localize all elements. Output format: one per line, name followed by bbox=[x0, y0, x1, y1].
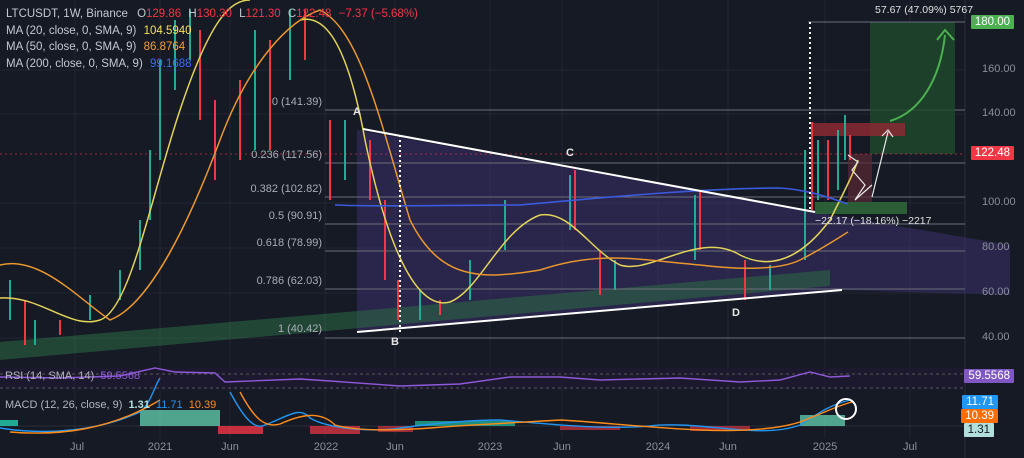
ma20-line bbox=[0, 0, 859, 323]
rsi-value-tag: 59.5568 bbox=[964, 369, 1014, 383]
chart-legend: LTCUSDT, 1W, Binance O129.86 H130.30 L12… bbox=[6, 6, 418, 72]
ma200-value: 99.1688 bbox=[149, 57, 192, 70]
ma50-legend[interactable]: MA (50, close, 0, SMA, 9) 86.8764 bbox=[6, 41, 186, 53]
ma50-value: 86.8764 bbox=[143, 41, 186, 53]
downside-measure: −22.17 (−18.16%) −2217 bbox=[815, 215, 932, 227]
upside-measure: 57.67 (47.09%) 5767 bbox=[875, 4, 974, 16]
point-b-label: B bbox=[391, 336, 399, 348]
time-tick: 2022 bbox=[313, 441, 339, 453]
highlight-circle-icon bbox=[835, 398, 857, 420]
triangle-zone bbox=[357, 130, 1010, 332]
resistance-trendline[interactable] bbox=[362, 128, 816, 213]
support-band bbox=[0, 270, 830, 360]
fib-label-0786: 0.786 (62.03) bbox=[256, 275, 322, 287]
rsi-band bbox=[0, 368, 965, 390]
close-value: 122.48 bbox=[296, 8, 332, 20]
time-tick: 2023 bbox=[477, 441, 503, 453]
macd-hist-value: 1.31 bbox=[128, 399, 150, 411]
current-price-tag: 122.48 bbox=[970, 146, 1014, 160]
fib-label-0382: 0.382 (102.82) bbox=[250, 183, 322, 195]
price-tick: 100.00 bbox=[982, 196, 1016, 208]
time-tick: Jun bbox=[719, 441, 737, 453]
signal-value: 10.39 bbox=[188, 399, 217, 411]
target-arrow bbox=[889, 34, 946, 122]
ma200-legend[interactable]: MA (200, close, 0, SMA, 9) 99.1688 bbox=[6, 57, 192, 70]
price-tick: 40.00 bbox=[982, 331, 1010, 343]
symbol-label: LTCUSDT, 1W, Binance bbox=[6, 8, 128, 20]
symbol-row[interactable]: LTCUSDT, 1W, Binance O129.86 H130.30 L12… bbox=[6, 8, 418, 20]
high-value: 130.30 bbox=[196, 8, 232, 20]
open-value: 129.86 bbox=[146, 8, 182, 20]
macd-value-tag: 11.71 bbox=[962, 395, 998, 409]
fib-label-0236: 0.236 (117.56) bbox=[251, 149, 322, 161]
candles bbox=[9, 10, 851, 345]
pullback-box bbox=[848, 154, 872, 202]
time-tick: Jul bbox=[902, 441, 918, 453]
point-a-label: A bbox=[353, 106, 361, 118]
projection-arrow bbox=[871, 131, 889, 198]
support-trendline[interactable] bbox=[356, 289, 843, 333]
signal-value-tag: 10.39 bbox=[961, 409, 998, 423]
time-tick: 2021 bbox=[147, 441, 173, 453]
projection-zigzag bbox=[847, 154, 873, 201]
time-tick: 2025 bbox=[812, 441, 838, 453]
support-box bbox=[815, 202, 907, 214]
ma50-line bbox=[0, 9, 849, 321]
ma20-legend[interactable]: MA (20, close, 0, SMA, 9) 104.5940 bbox=[6, 24, 192, 37]
target-arrow-head-icon bbox=[936, 28, 955, 41]
ma20-value: 104.5940 bbox=[143, 24, 192, 37]
fib-label-0: 0 (141.39) bbox=[271, 96, 322, 108]
rsi-value: 59.5568 bbox=[100, 370, 141, 382]
point-d-label: D bbox=[732, 307, 740, 319]
fib-label-0618: 0.618 (78.99) bbox=[256, 237, 322, 249]
price-tick: 140.00 bbox=[982, 107, 1016, 119]
ma200-line bbox=[334, 187, 849, 207]
signal-line bbox=[9, 391, 853, 434]
time-tick: Jun bbox=[386, 441, 404, 453]
resistance-box bbox=[813, 123, 905, 136]
price-tick: 80.00 bbox=[982, 241, 1010, 253]
arrow-head-icon bbox=[881, 129, 894, 138]
macd-value: 11.71 bbox=[155, 399, 183, 411]
price-tick: 160.00 bbox=[982, 63, 1016, 75]
change-value: −7.37 (−5.68%) bbox=[338, 8, 418, 20]
low-value: 121.30 bbox=[245, 8, 281, 20]
price-tick: 60.00 bbox=[982, 286, 1010, 298]
time-tick: Jun bbox=[553, 441, 571, 453]
target-price-tag: 180.00 bbox=[970, 15, 1014, 29]
rsi-line bbox=[0, 367, 851, 387]
time-tick: 2024 bbox=[645, 441, 671, 453]
fib-label-1: 1 (40.42) bbox=[277, 323, 322, 335]
rsi-legend[interactable]: RSI (14, SMA, 14) 59.5568 bbox=[5, 370, 141, 382]
macd-legend[interactable]: MACD (12, 26, close, 9) 1.31 11.71 10.39 bbox=[5, 399, 217, 411]
time-tick: Jun bbox=[221, 441, 239, 453]
point-c-label: C bbox=[566, 147, 574, 159]
hist-value-tag: 1.31 bbox=[963, 423, 994, 437]
time-tick: Jul bbox=[69, 441, 85, 453]
fib-label-05: 0.5 (90.91) bbox=[268, 210, 322, 222]
